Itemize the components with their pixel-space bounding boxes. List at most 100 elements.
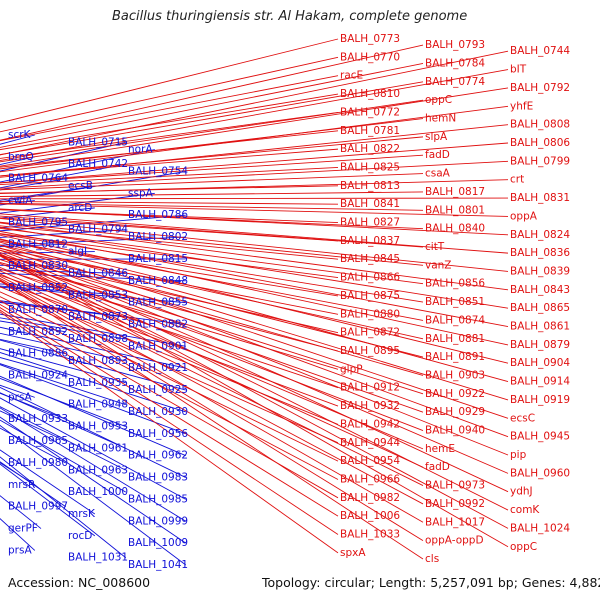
forward-leader-line — [0, 240, 339, 297]
reverse-gene-label: BALH_0948 — [68, 399, 128, 411]
forward-leader-line — [0, 44, 424, 141]
forward-gene-label: BALH_0770 — [340, 51, 400, 63]
reverse-gene-label: BALH_0795 — [8, 216, 68, 228]
reverse-gene-label: BALH_0846 — [68, 267, 128, 279]
forward-leader-line — [0, 111, 339, 159]
reverse-gene-label: BALH_0901 — [128, 340, 188, 352]
reverse-leader-line — [0, 364, 186, 435]
forward-leader-line — [0, 266, 424, 431]
forward-leader-line — [0, 249, 509, 438]
reverse-leader-line — [0, 456, 127, 559]
forward-gene-label: BALH_0841 — [340, 198, 400, 210]
forward-label-leaders — [0, 38, 509, 560]
reverse-gene-label: BALH_0855 — [128, 297, 188, 309]
forward-leader-line — [0, 270, 424, 450]
reverse-gene-label: BALH_0985 — [128, 493, 188, 505]
forward-leader-line — [0, 255, 339, 334]
forward-gene-label: BALH_0973 — [425, 480, 485, 492]
forward-gene-label: ecsC — [510, 412, 535, 424]
forward-leader-line — [0, 239, 424, 321]
forward-gene-label: BALH_0940 — [425, 425, 485, 437]
forward-leader-line — [0, 217, 509, 272]
reverse-leader-line — [0, 386, 186, 478]
forward-leader-line — [0, 200, 339, 205]
forward-leader-line — [0, 259, 424, 395]
forward-gene-label: racE — [340, 70, 363, 82]
forward-gene-label: BALH_0808 — [510, 119, 570, 131]
reverse-gene-label: BALH_0830 — [8, 260, 68, 272]
forward-gene-label: crt — [510, 174, 524, 186]
reverse-gene-label: prsA — [8, 544, 32, 556]
forward-leader-line — [0, 307, 339, 517]
reverse-gene-label: prsA — [8, 391, 32, 403]
reverse-gene-label: scrK — [8, 129, 32, 141]
forward-leader-line — [0, 253, 509, 474]
forward-gene-label: BALH_0784 — [425, 57, 485, 69]
forward-gene-label: BALH_0879 — [510, 339, 570, 351]
forward-gene-label: citT — [425, 241, 445, 253]
forward-gene-label: yhfE — [510, 100, 533, 112]
forward-gene-label: cls — [425, 553, 439, 565]
forward-leader-line — [0, 303, 339, 499]
reverse-leader-line — [0, 326, 186, 369]
forward-leader-line — [0, 227, 424, 285]
reverse-gene-label: BALH_1031 — [68, 552, 128, 564]
forward-gene-label: slpA — [425, 131, 448, 143]
reverse-gene-label: BALH_0873 — [68, 311, 128, 323]
reverse-gene-label: BALH_0933 — [8, 413, 68, 425]
forward-leader-line — [0, 230, 509, 327]
reverse-gene-label: BALH_0965 — [8, 435, 68, 447]
forward-gene-label: BALH_0880 — [340, 308, 400, 320]
forward-gene-label: BALH_0872 — [340, 327, 400, 339]
forward-leader-line — [0, 309, 339, 535]
forward-leader-line — [0, 179, 509, 195]
reverse-gene-label: BALH_1041 — [128, 559, 188, 571]
forward-gene-label: BALH_0960 — [510, 467, 570, 479]
genome-summary: Topology: circular; Length: 5,257,091 bp… — [262, 575, 600, 590]
forward-leader-line — [0, 233, 424, 303]
forward-gene-label: BALH_0827 — [340, 217, 400, 229]
reverse-gene-label: BALH_0956 — [128, 428, 188, 440]
forward-leader-line — [0, 244, 424, 340]
forward-leader-line — [0, 226, 509, 309]
forward-leader-line — [0, 234, 509, 346]
reverse-gene-label: BALH_0963 — [68, 464, 128, 476]
forward-leader-line — [0, 254, 509, 493]
forward-leader-line — [0, 63, 424, 148]
forward-gene-label: BALH_0942 — [340, 418, 400, 430]
forward-gene-label: BALH_0840 — [425, 223, 485, 235]
reverse-leader-line — [0, 397, 187, 500]
reverse-leader-line — [0, 406, 127, 471]
forward-leader-line — [0, 130, 339, 168]
forward-leader-line — [0, 209, 339, 223]
forward-gene-label: BALH_0824 — [510, 229, 570, 241]
forward-gene-label: oppC — [510, 541, 537, 553]
forward-leader-line — [0, 280, 424, 560]
reverse-gene-label: sspA — [128, 187, 154, 199]
forward-gene-label: ydhJ — [510, 486, 533, 498]
reverse-gene-label: mrsK — [68, 508, 96, 520]
forward-leader-line — [0, 280, 339, 407]
forward-leader-line — [0, 286, 339, 425]
forward-gene-label: BALH_0992 — [425, 498, 485, 510]
reverse-gene-label: norA — [128, 144, 153, 156]
forward-leader-line — [0, 213, 509, 254]
reverse-gene-label: BALH_0930 — [128, 406, 188, 418]
reverse-gene-label: BALH_0925 — [128, 384, 188, 396]
reverse-gene-label: BALH_0953 — [68, 421, 128, 433]
forward-gene-label: BALH_0932 — [340, 400, 400, 412]
reverse-gene-label: BALH_0812 — [8, 238, 68, 250]
reverse-gene-label: BALH_0921 — [128, 362, 188, 374]
forward-gene-label: BALH_0881 — [425, 333, 485, 345]
forward-leader-line — [0, 203, 509, 217]
reverse-gene-label: BALH_0754 — [128, 165, 188, 177]
forward-leader-line — [0, 215, 424, 248]
reverse-leader-line — [0, 272, 186, 282]
forward-leader-line — [0, 251, 509, 456]
reverse-gene-label: BALH_0980 — [8, 457, 68, 469]
forward-gene-label: oppA — [510, 210, 538, 222]
reverse-leader-line — [0, 407, 187, 522]
forward-leader-line — [0, 136, 424, 177]
forward-gene-label: BALH_0810 — [340, 88, 400, 100]
